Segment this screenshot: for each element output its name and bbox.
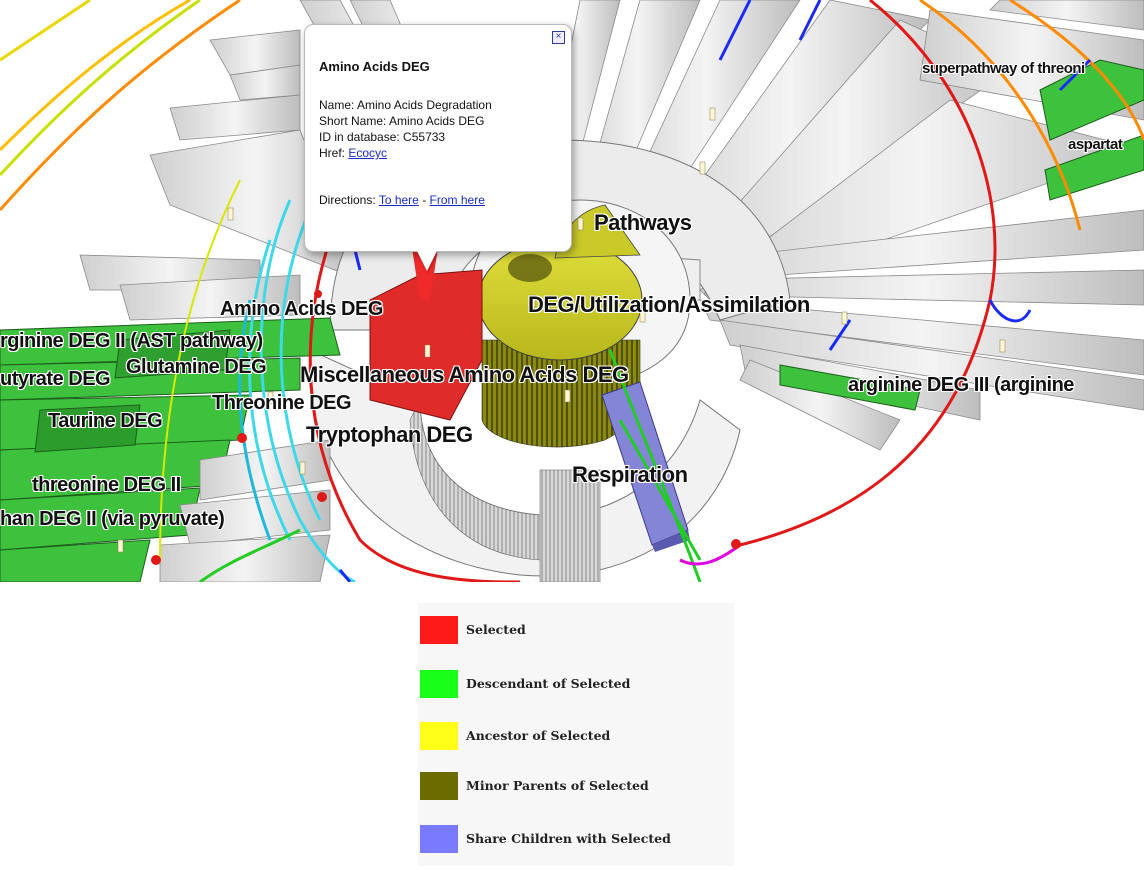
color-legend-continued: Minor Parents of Selected Share Children… [418, 761, 734, 866]
popup-href-label: Href: [319, 146, 346, 160]
legend-label: Share Children with Selected [466, 831, 671, 846]
legend-item-share-children: Share Children with Selected [418, 825, 734, 853]
from-here-link[interactable]: From here [429, 193, 485, 207]
pathway-3d-viewport[interactable]: Amino Acids DEG Pathways DEG/Utilization… [0, 0, 1144, 582]
legend-label: Minor Parents of Selected [466, 778, 649, 793]
label-taurine-deg[interactable]: Taurine DEG [48, 410, 163, 432]
legend-swatch [420, 670, 458, 698]
popup-directions: Directions: To here - From here [319, 193, 485, 207]
legend-label: Selected [466, 622, 526, 637]
popup-href-row: Href: Ecocyc [319, 145, 492, 161]
label-miscellaneous-amino-acids-deg[interactable]: Miscellaneous Amino Acids DEG [300, 362, 629, 387]
legend-label: Descendant of Selected [466, 676, 631, 691]
popup-short-name: Short Name: Amino Acids DEG [319, 114, 485, 128]
legend-item-minor-parents: Minor Parents of Selected [418, 772, 734, 800]
legend-swatch [420, 772, 458, 800]
legend-swatch [420, 825, 458, 853]
label-respiration[interactable]: Respiration [572, 462, 688, 487]
pathway-hierarchy-rendering [0, 0, 1144, 582]
label-tryptophan-deg[interactable]: Tryptophan DEG [306, 422, 473, 447]
label-deg-utilization-assimilation[interactable]: DEG/Utilization/Assimilation [528, 292, 810, 317]
label-aspartate[interactable]: aspartat [1068, 136, 1123, 153]
descendant-slices [0, 59, 1144, 582]
label-arginine-deg-ii[interactable]: rginine DEG II (AST pathway) [0, 330, 263, 352]
label-glutamine-deg[interactable]: Glutamine DEG [126, 356, 267, 378]
legend-item-descendant: Descendant of Selected [418, 670, 734, 698]
color-legend: Selected Descendant of Selected Ancestor… [418, 603, 734, 761]
label-amino-acids-deg[interactable]: Amino Acids DEG [220, 298, 383, 320]
label-tryptophan-deg-ii[interactable]: han DEG II (via pyruvate) [0, 508, 225, 530]
to-here-link[interactable]: To here [378, 193, 419, 207]
popup-name: Name: Amino Acids Degradation [319, 98, 492, 112]
legend-swatch [420, 616, 458, 644]
label-superpathway-threonine[interactable]: superpathway of threoni [922, 60, 1085, 77]
legend-item-selected: Selected [418, 616, 734, 644]
label-threonine-deg-ii[interactable]: threonine DEG II [32, 474, 181, 496]
directions-label: Directions: [319, 193, 376, 207]
label-butyrate-deg[interactable]: utyrate DEG [0, 368, 111, 390]
pathway-info-popup: × Amino Acids DEG Name: Amino Acids Degr… [304, 24, 572, 271]
legend-swatch [420, 722, 458, 750]
label-threonine-deg[interactable]: Threonine DEG [212, 392, 352, 414]
legend-item-ancestor: Ancestor of Selected [418, 722, 734, 750]
close-icon[interactable]: × [552, 31, 565, 44]
directions-separator: - [422, 193, 427, 207]
legend-label: Ancestor of Selected [466, 728, 611, 743]
popup-pointer [417, 251, 437, 271]
ecocyc-link[interactable]: Ecocyc [348, 146, 388, 160]
label-pathways[interactable]: Pathways [594, 210, 692, 235]
label-arginine-deg-iii[interactable]: arginine DEG III (arginine [848, 374, 1074, 396]
connection-arcs [0, 0, 1144, 582]
popup-database-id: ID in database: C55733 [319, 130, 446, 144]
popup-title: Amino Acids DEG [319, 59, 430, 74]
